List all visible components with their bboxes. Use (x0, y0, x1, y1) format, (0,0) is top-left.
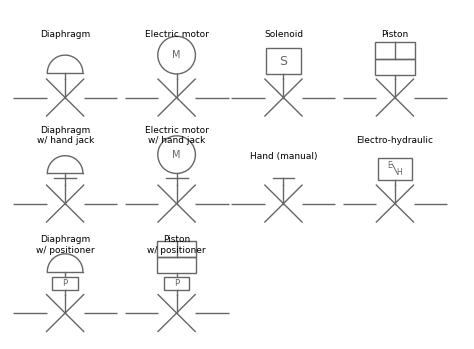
Text: E: E (387, 161, 392, 170)
Bar (266, 48, 301, 74)
Text: Electro-hydraulic: Electro-hydraulic (356, 136, 433, 146)
Bar (375, 42, 415, 59)
Text: Solenoid: Solenoid (264, 30, 303, 39)
Bar (52, 277, 78, 290)
Text: Diaphragm: Diaphragm (40, 30, 90, 39)
Text: P: P (174, 279, 179, 288)
Bar (157, 257, 196, 273)
Bar (164, 277, 190, 290)
Text: Piston: Piston (381, 30, 409, 39)
Text: M: M (173, 150, 181, 159)
Text: Piston
w/ positioner: Piston w/ positioner (147, 236, 206, 255)
Text: Electric motor
w/ hand jack: Electric motor w/ hand jack (145, 126, 209, 146)
Text: Electric motor: Electric motor (145, 30, 209, 39)
Text: Hand (manual): Hand (manual) (250, 152, 317, 161)
Text: Diaphragm
w/ positioner: Diaphragm w/ positioner (36, 236, 94, 255)
Text: H: H (397, 168, 402, 177)
Text: S: S (280, 55, 287, 68)
Text: M: M (173, 50, 181, 60)
Bar (157, 240, 196, 257)
Text: P: P (63, 279, 68, 288)
Bar (375, 59, 415, 75)
Text: Diaphragm
w/ hand jack: Diaphragm w/ hand jack (36, 126, 94, 146)
Bar (377, 158, 412, 180)
